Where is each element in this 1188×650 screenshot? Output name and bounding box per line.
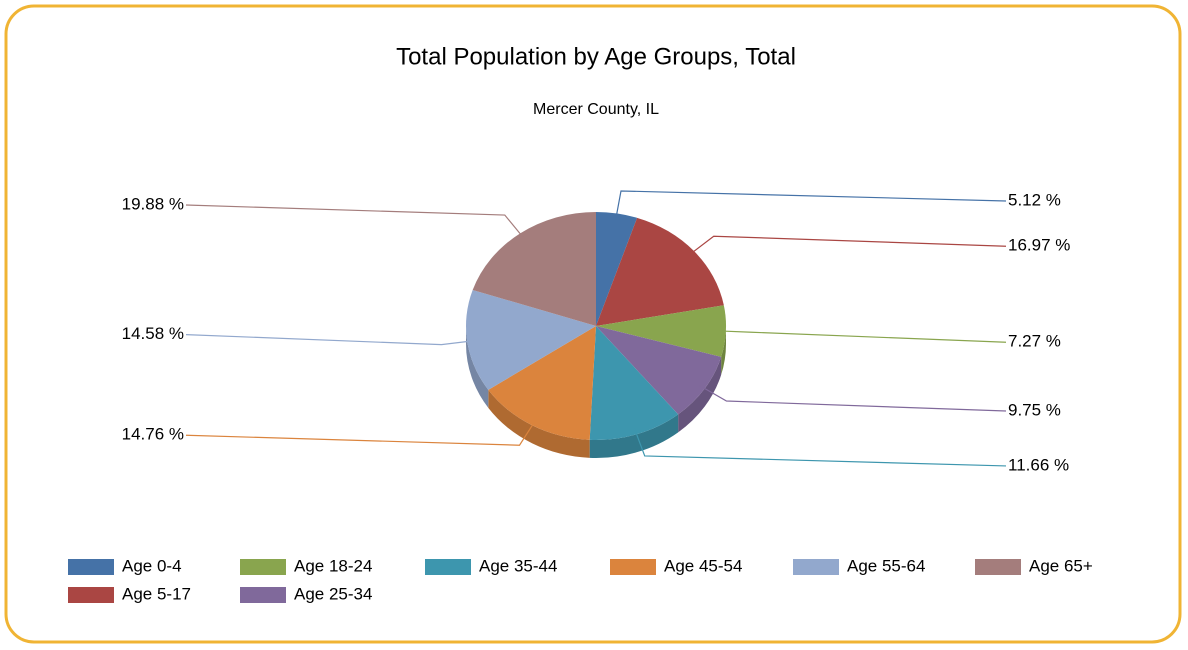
- legend-swatch: [68, 559, 114, 575]
- legend-label: Age 55-64: [847, 556, 925, 575]
- leader-line: [185, 204, 525, 239]
- leader-line: [615, 190, 1007, 220]
- data-label: 14.76 %: [122, 425, 184, 444]
- leader-line: [185, 334, 474, 346]
- legend-swatch: [240, 559, 286, 575]
- data-label: 16.97 %: [1008, 236, 1070, 255]
- leader-line: [688, 235, 1007, 256]
- legend-swatch: [240, 587, 286, 603]
- leader-line: [185, 420, 536, 446]
- legend-label: Age 65+: [1029, 556, 1093, 575]
- legend-swatch: [793, 559, 839, 575]
- leader-line: [634, 428, 1007, 467]
- slice: [465, 289, 596, 390]
- legend-label: Age 5-17: [122, 584, 191, 603]
- legend-swatch: [610, 559, 656, 575]
- data-label: 19.88 %: [122, 195, 184, 214]
- data-label: 11.66 %: [1008, 455, 1069, 474]
- legend-label: Age 25-34: [294, 584, 372, 603]
- leader-line: [698, 384, 1007, 412]
- data-label: 14.58 %: [122, 324, 184, 343]
- slice-side: [466, 326, 489, 408]
- chart-subtitle: Mercer County, IL: [533, 101, 659, 118]
- data-label: 9.75 %: [1008, 401, 1061, 420]
- data-label: 7.27 %: [1008, 332, 1061, 351]
- slice: [596, 217, 724, 326]
- slice-side: [589, 414, 679, 458]
- legend-label: Age 18-24: [294, 556, 372, 575]
- slice: [472, 212, 596, 326]
- legend-label: Age 45-54: [664, 556, 742, 575]
- legend-swatch: [425, 559, 471, 575]
- legend-swatch: [975, 559, 1021, 575]
- slice: [596, 212, 638, 326]
- leader-line: [719, 330, 1007, 343]
- slice: [596, 326, 722, 415]
- legend-label: Age 35-44: [479, 556, 557, 575]
- slice-side: [488, 389, 590, 458]
- data-label: 5.12 %: [1008, 190, 1061, 209]
- chart-title: Total Population by Age Groups, Total: [396, 43, 796, 70]
- slice: [589, 326, 679, 440]
- legend-swatch: [68, 587, 114, 603]
- slice: [596, 305, 726, 357]
- legend-label: Age 0-4: [122, 556, 182, 575]
- slice-side: [721, 326, 726, 375]
- slice-side: [678, 356, 722, 433]
- slice: [488, 326, 596, 440]
